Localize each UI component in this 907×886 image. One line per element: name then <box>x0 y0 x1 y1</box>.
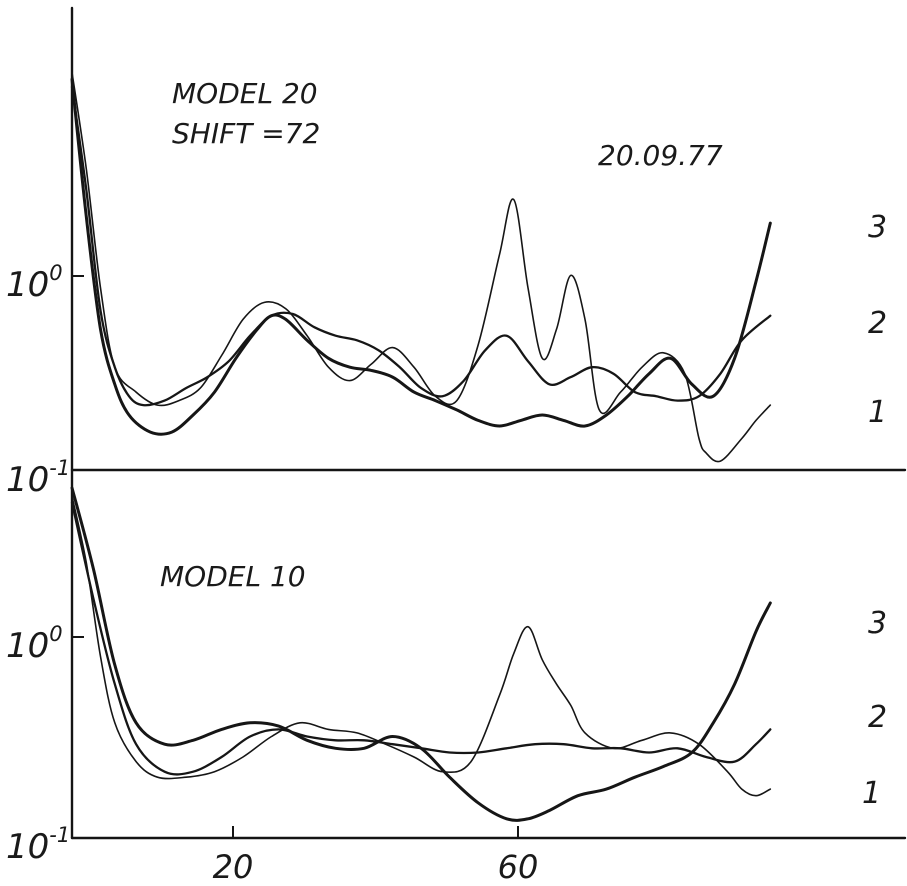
top-ytick-label-upper: 100 <box>6 261 63 305</box>
bottom-ytick-label-lower: 10-1 <box>6 823 70 867</box>
bottom-panel-curves <box>70 486 772 822</box>
bottom-model-label: MODEL 10 <box>160 560 306 593</box>
date-label: 20.09.77 <box>598 139 723 172</box>
bottom-series-2-line <box>70 501 772 776</box>
bottom-series-1-label: 1 <box>862 776 881 811</box>
top-series-3-label: 3 <box>868 210 887 245</box>
bottom-ytick-exponent-lower: -1 <box>49 823 70 847</box>
top-series-2-line <box>70 85 772 407</box>
bottom-series-3-line <box>70 486 772 822</box>
xtick-label-20: 20 <box>213 848 254 886</box>
top-shift-label: SHIFT =72 <box>172 117 320 150</box>
xtick-label-60: 60 <box>498 848 539 886</box>
top-ytick-label-lower: 10-1 <box>6 456 70 500</box>
bottom-series-2-label: 2 <box>868 700 887 735</box>
top-series-3-line <box>70 77 772 436</box>
bottom-ytick-exponent-upper: 0 <box>49 622 62 646</box>
top-series-1-line <box>71 71 772 463</box>
top-series-1-label: 1 <box>868 395 887 430</box>
bottom-ytick-label-upper: 100 <box>6 622 63 666</box>
top-panel-curves <box>70 71 772 463</box>
bottom-series-3-label: 3 <box>868 606 887 641</box>
top-ytick-exponent-upper: 0 <box>49 261 62 285</box>
top-ytick-exponent-lower: -1 <box>49 456 70 480</box>
bottom-series-1-line <box>71 495 772 797</box>
top-series-2-label: 2 <box>868 306 887 341</box>
top-model-label: MODEL 20 <box>172 77 318 110</box>
